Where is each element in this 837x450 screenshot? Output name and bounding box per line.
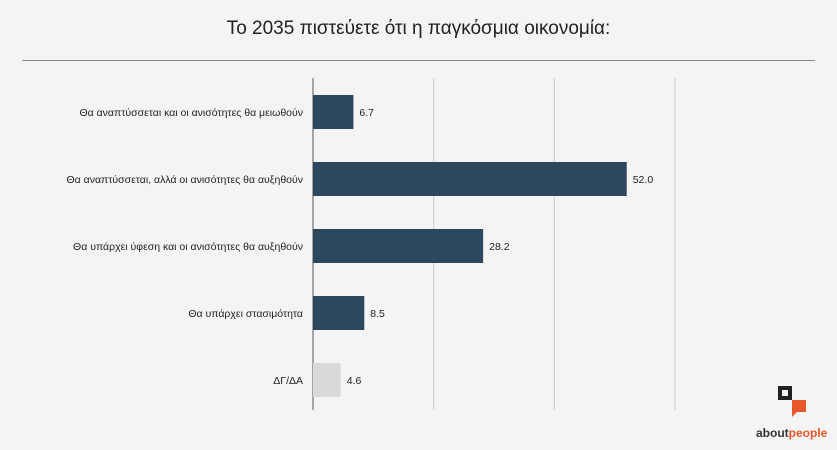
category-label: Θα υπάρχει στασιμότητα	[188, 308, 303, 320]
bar	[313, 363, 341, 397]
category-label: Θα υπάρχει ύφεση και οι ανισότητες θα αυ…	[73, 241, 303, 253]
bar	[313, 296, 365, 330]
value-label: 8.5	[370, 308, 385, 320]
brand-part2: people	[788, 426, 828, 440]
aboutpeople-logo-icon	[778, 386, 806, 417]
bar	[313, 162, 627, 196]
bar	[313, 229, 484, 263]
value-label: 4.6	[347, 375, 362, 387]
value-label: 28.2	[489, 241, 510, 253]
category-label: ΔΓ/ΔΑ	[273, 375, 303, 387]
bar	[313, 95, 354, 129]
category-label: Θα αναπτύσσεται, αλλά οι ανισότητες θα α…	[66, 174, 303, 186]
chart-title: Το 2035 πιστεύετε ότι η παγκόσμια οικονο…	[226, 18, 611, 39]
value-label: 6.7	[359, 107, 374, 119]
value-label: 52.0	[633, 174, 654, 186]
category-label: Θα αναπτύσσεται και οι ανισότητες θα μει…	[79, 107, 303, 119]
brand-wordmark: aboutpeople	[756, 426, 827, 440]
brand-part1: about	[756, 426, 789, 440]
title-divider	[22, 60, 815, 61]
